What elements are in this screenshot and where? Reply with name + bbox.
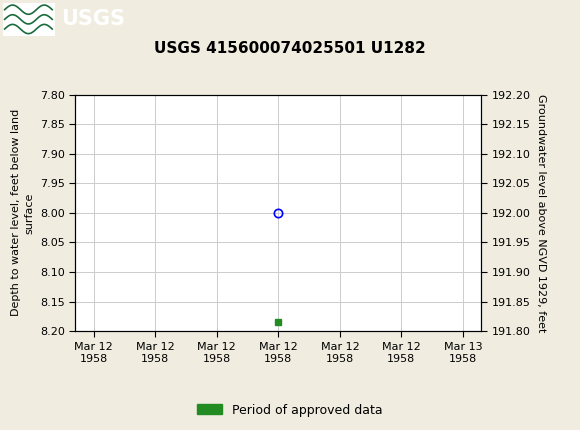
FancyBboxPatch shape bbox=[3, 3, 55, 36]
Legend: Period of approved data: Period of approved data bbox=[192, 399, 388, 421]
Text: USGS 415600074025501 U1282: USGS 415600074025501 U1282 bbox=[154, 41, 426, 56]
Y-axis label: Depth to water level, feet below land
surface: Depth to water level, feet below land su… bbox=[12, 109, 35, 316]
Y-axis label: Groundwater level above NGVD 1929, feet: Groundwater level above NGVD 1929, feet bbox=[536, 94, 546, 332]
Text: USGS: USGS bbox=[61, 9, 125, 29]
